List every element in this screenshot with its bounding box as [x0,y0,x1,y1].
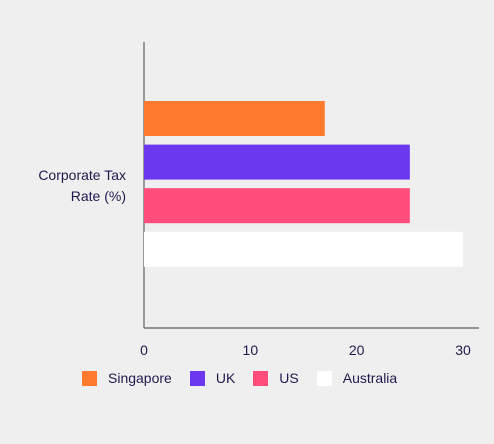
x-tick-label-10: 10 [243,342,259,358]
legend-item-us[interactable]: US [253,370,299,386]
legend-label-uk: UK [215,370,236,386]
legend: Singapore UK US Australia [82,370,397,386]
bar-us [144,188,410,224]
x-tick-label-20: 20 [349,342,365,358]
legend-item-uk[interactable]: UK [189,370,236,386]
bar-australia [144,231,463,267]
category-label: Corporate Tax Rate (%) [38,167,126,204]
legend-swatch-uk [189,370,205,386]
x-tick-label-0: 0 [140,342,148,358]
legend-label-australia: Australia [342,370,398,386]
legend-swatch-singapore [82,370,97,386]
legend-swatch-australia [316,370,332,386]
x-tick-label-30: 30 [455,342,471,358]
bar-singapore [144,101,325,136]
legend-label-us: US [279,370,299,386]
bar-uk [144,144,410,180]
legend-item-australia[interactable]: Australia [316,370,398,386]
legend-item-singapore[interactable]: Singapore [82,370,172,386]
legend-label-singapore: Singapore [108,370,172,386]
legend-swatch-us [253,370,269,386]
